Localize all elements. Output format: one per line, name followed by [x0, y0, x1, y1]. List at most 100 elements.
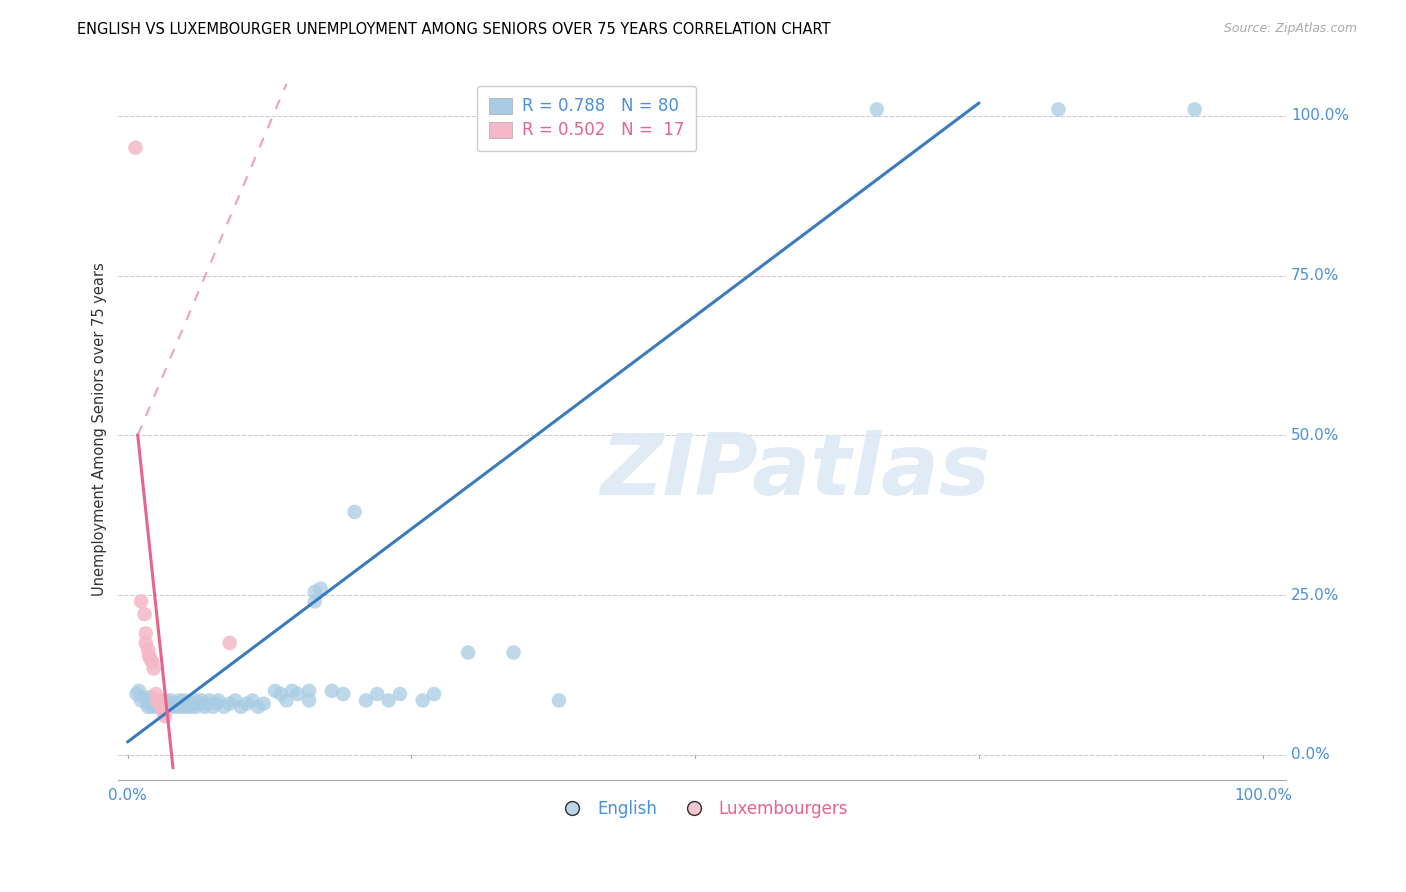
Point	[423, 687, 446, 701]
Point	[148, 697, 170, 711]
Text: 25.0%: 25.0%	[1291, 588, 1340, 602]
Point	[229, 699, 252, 714]
Point	[141, 699, 163, 714]
Point	[212, 699, 235, 714]
Point	[183, 697, 205, 711]
Point	[159, 693, 181, 707]
Point	[388, 687, 411, 701]
Point	[354, 693, 377, 707]
Point	[138, 648, 160, 663]
Point	[866, 103, 889, 117]
Point	[264, 683, 287, 698]
Point	[135, 626, 157, 640]
Point	[145, 697, 167, 711]
Point	[150, 699, 173, 714]
Point	[270, 687, 292, 701]
Point	[143, 693, 166, 707]
Point	[194, 699, 217, 714]
Text: ZIPatlas: ZIPatlas	[600, 430, 990, 513]
Point	[180, 699, 202, 714]
Point	[141, 655, 163, 669]
Point	[298, 693, 321, 707]
Text: 75.0%: 75.0%	[1291, 268, 1340, 283]
Point	[139, 693, 162, 707]
Point	[281, 683, 304, 698]
Point	[128, 683, 150, 698]
Point	[136, 697, 159, 711]
Point	[145, 687, 167, 701]
Point	[332, 687, 354, 701]
Point	[321, 683, 343, 698]
Text: 100.0%: 100.0%	[1291, 108, 1350, 123]
Point	[134, 607, 156, 622]
Point	[412, 693, 434, 707]
Point	[166, 699, 188, 714]
Text: Source: ZipAtlas.com: Source: ZipAtlas.com	[1223, 22, 1357, 36]
Point	[187, 697, 209, 711]
Point	[242, 693, 264, 707]
Text: 0.0%: 0.0%	[108, 788, 146, 803]
Point	[457, 646, 479, 660]
Text: 50.0%: 50.0%	[1291, 428, 1340, 442]
Legend: English, Luxembourgers: English, Luxembourgers	[548, 793, 855, 825]
Point	[170, 699, 193, 714]
Point	[156, 697, 179, 711]
Text: ENGLISH VS LUXEMBOURGER UNEMPLOYMENT AMONG SENIORS OVER 75 YEARS CORRELATION CHA: ENGLISH VS LUXEMBOURGER UNEMPLOYMENT AMO…	[77, 22, 831, 37]
Point	[153, 706, 176, 721]
Point	[247, 699, 270, 714]
Text: 0.0%: 0.0%	[1291, 747, 1330, 763]
Point	[139, 690, 162, 705]
Point	[190, 693, 212, 707]
Point	[298, 683, 321, 698]
Point	[218, 697, 240, 711]
Point	[366, 687, 388, 701]
Point	[134, 690, 156, 705]
Point	[276, 693, 298, 707]
Point	[502, 646, 524, 660]
Point	[141, 697, 163, 711]
Point	[304, 584, 326, 599]
Point	[139, 652, 162, 666]
Point	[176, 699, 198, 714]
Point	[253, 697, 276, 711]
Point	[136, 699, 159, 714]
Point	[207, 693, 229, 707]
Point	[198, 693, 221, 707]
Point	[153, 709, 176, 723]
Point	[124, 141, 146, 155]
Point	[224, 693, 246, 707]
Point	[146, 693, 169, 707]
Point	[142, 661, 165, 675]
Point	[165, 697, 187, 711]
Point	[125, 687, 148, 701]
Point	[377, 693, 399, 707]
Point	[157, 699, 180, 714]
Point	[136, 642, 159, 657]
Point	[135, 636, 157, 650]
Point	[548, 693, 571, 707]
Point	[184, 693, 207, 707]
Point	[169, 693, 191, 707]
Point	[162, 699, 184, 714]
Point	[153, 697, 176, 711]
Point	[159, 697, 181, 711]
Y-axis label: Unemployment Among Seniors over 75 years: Unemployment Among Seniors over 75 years	[93, 262, 107, 596]
Point	[1047, 103, 1070, 117]
Point	[304, 594, 326, 608]
Point	[173, 693, 195, 707]
Point	[153, 693, 176, 707]
Point	[661, 103, 683, 117]
Point	[150, 699, 173, 714]
Point	[616, 103, 638, 117]
Point	[205, 697, 228, 711]
Point	[129, 594, 152, 608]
Point	[155, 699, 177, 714]
Point	[287, 687, 309, 701]
Point	[177, 697, 200, 711]
Point	[218, 636, 240, 650]
Point	[235, 697, 257, 711]
Point	[129, 693, 152, 707]
Point	[173, 697, 195, 711]
Point	[167, 697, 190, 711]
Point	[150, 693, 173, 707]
